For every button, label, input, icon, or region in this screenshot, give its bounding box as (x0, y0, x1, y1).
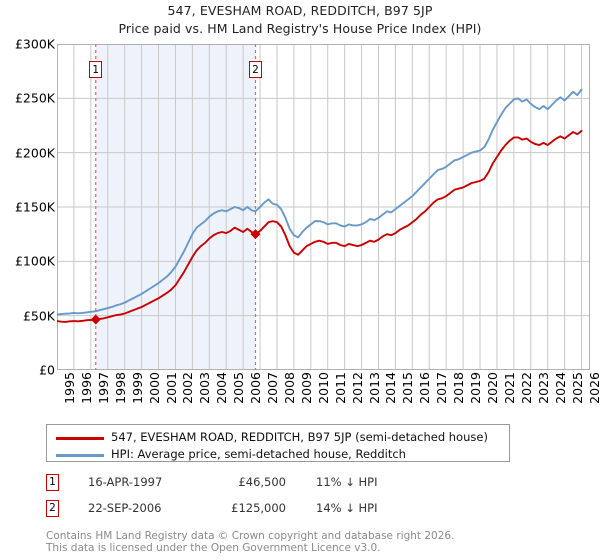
marker-box-2[interactable]: 2 (248, 61, 262, 78)
page-title: 547, EVESHAM ROAD, REDDITCH, B97 5JP (167, 3, 433, 18)
x-tick-label: 2012 (349, 372, 365, 404)
row-price: £125,000 (231, 501, 286, 515)
x-tick-label: 1997 (95, 372, 111, 404)
x-tick-label: 2023 (535, 372, 551, 404)
row-date: 16-APR-1997 (88, 475, 163, 489)
x-tick-label: 2008 (281, 372, 297, 404)
x-tick-label: 2001 (163, 372, 179, 404)
legend-swatch (56, 437, 104, 440)
footer-line-2: This data is licensed under the Open Gov… (46, 542, 381, 554)
x-tick-label: 2005 (231, 372, 247, 404)
x-tick-label: 2006 (248, 372, 264, 404)
x-tick-label: 2013 (366, 372, 382, 404)
x-tick-label: 2019 (468, 372, 484, 404)
footer-line-1: Contains HM Land Registry data © Crown c… (46, 530, 455, 542)
x-tick-label: 2016 (417, 372, 433, 404)
legend-item: 547, EVESHAM ROAD, REDDITCH, B97 5JP (se… (47, 428, 509, 447)
page-subtitle: Price paid vs. HM Land Registry's House … (118, 21, 482, 36)
x-tick-label: 1998 (112, 372, 128, 404)
marker-diamond (90, 314, 101, 325)
x-tick-label: 2015 (400, 372, 416, 404)
y-tick-label: £250K (14, 90, 55, 106)
x-tick-label: 1995 (62, 372, 77, 404)
x-tick-label: 2017 (434, 372, 450, 404)
x-tick-label: 2025 (569, 372, 585, 404)
plot-frame (57, 44, 590, 370)
table-row[interactable]: 1 16-APR-1997 £46,500 11% ↓ HPI (46, 474, 466, 496)
x-tick-label: 2003 (197, 372, 213, 404)
x-tick-label: 2009 (298, 372, 314, 404)
x-tick-label: 2022 (518, 372, 534, 404)
x-tick-label: 2021 (501, 372, 517, 404)
row-number-badge: 2 (46, 500, 59, 517)
x-tick-label: 2026 (586, 372, 600, 404)
chart-svg (57, 44, 590, 370)
marker-diamond (250, 229, 261, 240)
x-tick-label: 2000 (146, 372, 162, 404)
x-tick-label: 1999 (129, 372, 145, 404)
series-line-0 (57, 129, 583, 323)
x-tick-label: 2014 (383, 372, 399, 404)
y-tick-label: £50K (22, 308, 55, 324)
y-axis-labels: £0 £50K £100K £150K £200K £250K £300K (0, 37, 55, 378)
table-row[interactable]: 2 22-SEP-2006 £125,000 14% ↓ HPI (46, 500, 466, 522)
y-tick-label: £300K (14, 36, 55, 52)
y-tick-label: £150K (14, 199, 55, 215)
x-tick-label: 2024 (552, 372, 568, 404)
legend-label: HPI: Average price, semi-detached house,… (111, 447, 406, 461)
y-tick-label: £0 (39, 362, 55, 378)
x-tick-label: 2007 (265, 372, 281, 404)
x-tick-label: 2011 (332, 372, 348, 404)
x-axis-labels: 1995 1996 1997 1998 1999 2000 2001 2002 2003 2004… (57, 372, 600, 418)
row-price: £46,500 (238, 475, 286, 489)
series-line-1 (57, 88, 583, 316)
row-hpi-delta: 11% ↓ HPI (316, 475, 378, 489)
footer: Contains HM Land Registry data © Crown c… (46, 530, 586, 554)
legend-swatch (56, 454, 104, 457)
chart-legend: 547, EVESHAM ROAD, REDDITCH, B97 5JP (se… (46, 424, 510, 462)
x-tick-label: 2018 (451, 372, 467, 404)
x-tick-label: 2002 (180, 372, 196, 404)
x-tick-label: 2004 (214, 372, 230, 404)
row-hpi-delta: 14% ↓ HPI (316, 501, 378, 515)
y-tick-label: £100K (14, 253, 55, 269)
x-tick-label: 2010 (315, 372, 331, 404)
x-tick-label: 1996 (78, 372, 94, 404)
y-tick-label: £200K (14, 145, 55, 161)
row-number-badge: 1 (46, 474, 59, 491)
x-tick-label: 2020 (485, 372, 501, 404)
marker-box-1[interactable]: 1 (89, 61, 103, 78)
row-date: 22-SEP-2006 (88, 501, 162, 515)
legend-label: 547, EVESHAM ROAD, REDDITCH, B97 5JP (se… (111, 430, 488, 444)
legend-item: HPI: Average price, semi-detached house,… (47, 445, 509, 464)
